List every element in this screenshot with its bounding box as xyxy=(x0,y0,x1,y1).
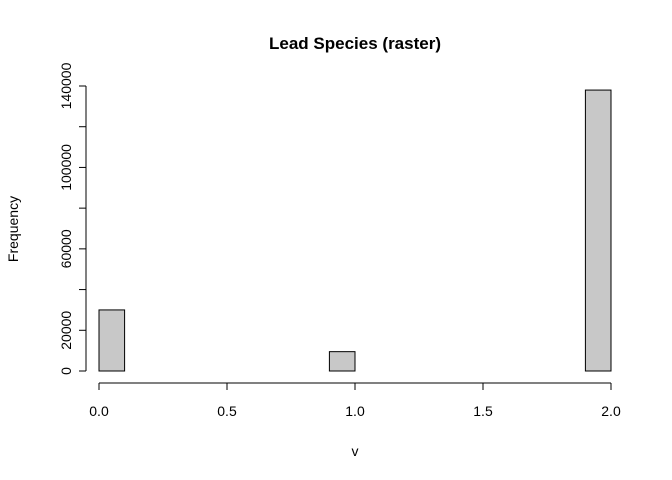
x-axis-label: v xyxy=(352,443,359,459)
y-tick-label: 0 xyxy=(58,367,74,375)
x-tick-label: 0.5 xyxy=(217,403,237,419)
y-tick-label: 20000 xyxy=(58,311,74,350)
bars-group xyxy=(98,89,612,372)
x-tick-label: 1.0 xyxy=(345,403,365,419)
y-tick-label: 60000 xyxy=(58,229,74,268)
histogram-bar xyxy=(328,351,356,372)
x-tick-label: 0.0 xyxy=(89,403,109,419)
x-axis: 0.0 0.5 1.0 1.5 2.0 xyxy=(89,382,621,419)
x-tick-label: 1.5 xyxy=(473,403,493,419)
y-tick-label: 100000 xyxy=(58,144,74,191)
y-tick-label: 140000 xyxy=(58,62,74,109)
chart-title: Lead Species (raster) xyxy=(269,34,441,53)
y-axis-label: Frequency xyxy=(5,196,21,262)
x-tick-label: 2.0 xyxy=(601,403,621,419)
histogram-bar xyxy=(98,309,126,372)
histogram-bar xyxy=(584,89,612,372)
y-axis: 0 20000 60000 100000 140000 xyxy=(58,62,87,375)
